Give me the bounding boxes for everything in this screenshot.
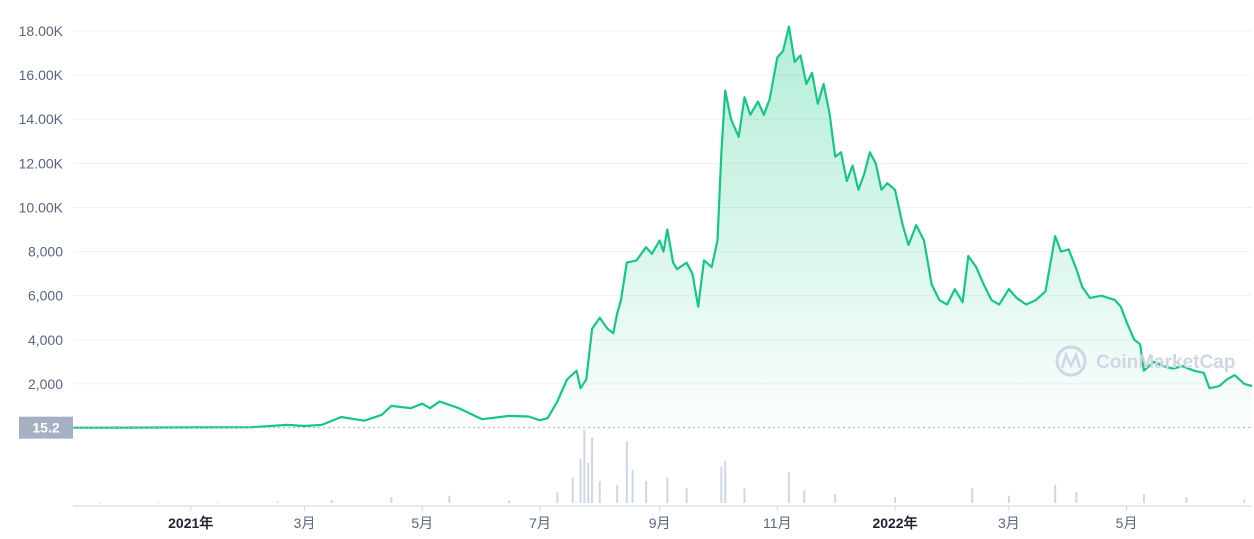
x-tick-label: 11月 (763, 515, 792, 531)
coinmarketcap-logo-icon (1055, 345, 1087, 377)
volume-bar (583, 430, 586, 503)
coinmarketcap-logo-wave-icon (1060, 351, 1082, 370)
y-tick-label: 4,000 (28, 332, 63, 348)
x-tick-label: 7月 (529, 515, 551, 531)
volume-bar (448, 495, 451, 503)
volume-bar (631, 470, 634, 503)
volume-bar (834, 494, 837, 503)
volume-bar (666, 477, 669, 503)
volume-bar (1185, 497, 1188, 503)
volume-bar (724, 460, 727, 503)
x-tick-label: 2021年 (168, 515, 213, 531)
volume-bar (1243, 499, 1246, 503)
grid-lines (73, 30, 1252, 385)
y-tick-label: 18.00K (19, 23, 64, 39)
volume-bar (330, 500, 333, 503)
volume-bar (787, 472, 790, 503)
volume-bar (156, 502, 159, 504)
volume-bar (720, 466, 723, 503)
volume-bar (556, 492, 559, 503)
x-tick-label: 5月 (411, 515, 433, 531)
x-tick-label: 3月 (998, 515, 1020, 531)
x-tick-label: 9月 (649, 515, 671, 531)
y-tick-label: 14.00K (19, 111, 64, 127)
y-tick-label: 16.00K (19, 67, 64, 83)
x-tick-label: 3月 (294, 515, 316, 531)
price-area (72, 25, 1253, 429)
volume-bar (598, 481, 601, 503)
x-tick-label: 5月 (1116, 515, 1138, 531)
y-tick-label: 2,000 (28, 376, 63, 392)
volume-bar (587, 462, 590, 503)
volume-bar (645, 481, 648, 503)
volume-bar (508, 500, 511, 503)
watermark-text: CoinMarketCap (1096, 352, 1235, 373)
x-tick-label: 2022年 (872, 515, 917, 531)
volume-bar (894, 497, 897, 503)
volume-bars (99, 430, 1246, 504)
volume-bar (1075, 492, 1078, 503)
y-tick-label: 10.00K (19, 199, 64, 215)
x-axis: 2021年 3月 5月 7月 9月 11月 2022年 3月 5月 (73, 505, 1252, 531)
volume-bar (571, 477, 574, 503)
volume-bar (579, 459, 582, 503)
price-area-fill (73, 26, 1252, 428)
volume-bar (99, 502, 102, 504)
y-tick-label: 12.00K (19, 155, 64, 171)
baseline: 15.2 (19, 416, 1252, 439)
volume-bar (616, 484, 619, 503)
y-axis: 2,000 4,000 6,000 8,000 10.00K 12.00K 14.00K 16… (19, 23, 64, 392)
volume-bar (216, 502, 219, 504)
volume-bar (1007, 495, 1010, 503)
volume-bar (743, 488, 746, 503)
volume-bar (803, 489, 806, 503)
volume-bar (276, 501, 279, 503)
volume-bar (1054, 484, 1057, 503)
y-tick-label: 6,000 (28, 288, 63, 304)
volume-bar (685, 488, 688, 503)
y-tick-label: 8,000 (28, 244, 63, 260)
volume-bar (390, 497, 393, 503)
coinmarketcap-watermark: CoinMarketCap (1055, 345, 1235, 377)
price-line (72, 25, 1253, 429)
baseline-label: 15.2 (32, 420, 59, 436)
volume-bar (1142, 494, 1145, 503)
volume-bar (625, 440, 628, 503)
baseline-badge (19, 416, 73, 439)
volume-bar (591, 437, 594, 503)
volume-bar (971, 488, 974, 503)
